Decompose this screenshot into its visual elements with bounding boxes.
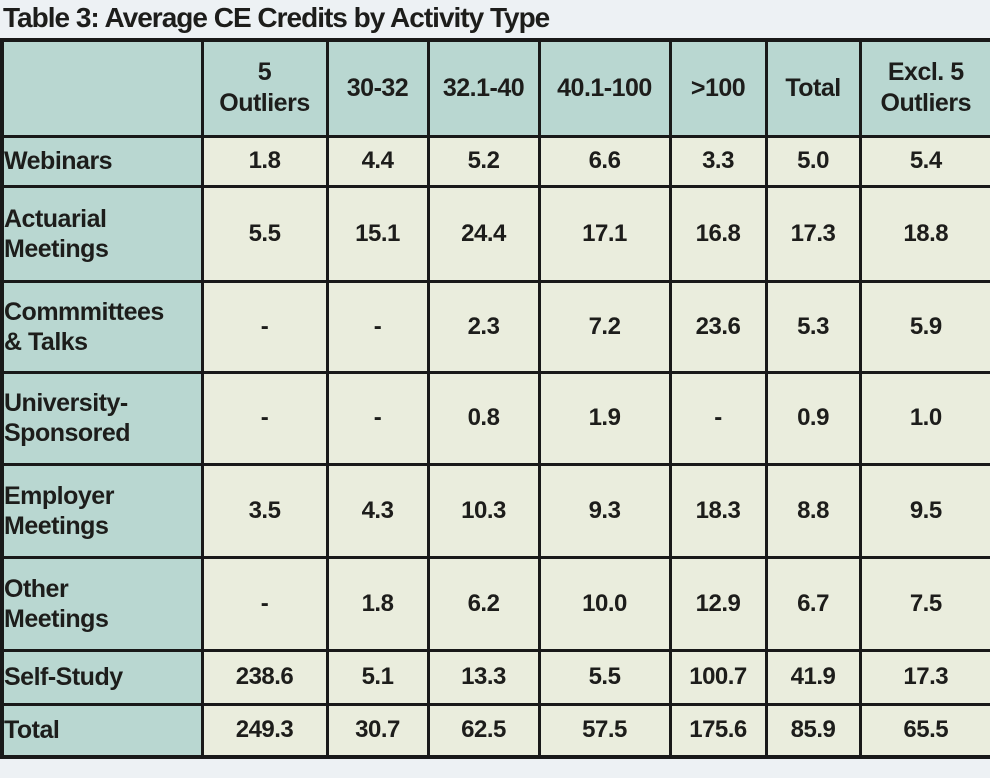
data-cell: 249.3 — [200, 702, 329, 759]
data-cell: 175.6 — [668, 702, 768, 759]
data-cell: 5.2 — [426, 134, 541, 188]
data-cell: 2.3 — [426, 279, 541, 374]
data-cell: 15.1 — [325, 184, 430, 283]
data-cell: 5.4 — [858, 134, 990, 188]
data-cell: 17.3 — [858, 648, 990, 706]
data-cell: - — [200, 279, 329, 374]
table-row-other-meetings: Other Meetings - 1.8 6.2 10.0 12.9 6.7 7… — [0, 555, 990, 652]
data-cell: 65.5 — [858, 702, 990, 759]
table-row-university-sponsored: University- Sponsored - - 0.8 1.9 - 0.9 … — [0, 370, 990, 466]
data-cell: 10.3 — [426, 462, 541, 559]
data-cell: 18.8 — [858, 184, 990, 283]
data-cell: 16.8 — [668, 184, 768, 283]
table-title: Table 3: Average CE Credits by Activity … — [3, 2, 550, 33]
data-cell: 17.1 — [537, 184, 672, 283]
data-cell: 7.5 — [858, 555, 990, 652]
data-cell: - — [200, 370, 329, 466]
header-cell-5-outliers: 5 Outliers — [200, 38, 329, 138]
data-cell: 1.8 — [325, 555, 430, 652]
data-cell: 3.3 — [668, 134, 768, 188]
data-cell: 18.3 — [668, 462, 768, 559]
row-label-cell: University- Sponsored — [0, 370, 204, 466]
data-cell: 41.9 — [764, 648, 862, 706]
ce-credits-table: 5 Outliers 30-32 32.1-40 40.1-100 >100 T… — [0, 38, 990, 759]
data-cell: 0.9 — [764, 370, 862, 466]
data-cell: 8.8 — [764, 462, 862, 559]
row-label-cell: Self-Study — [0, 648, 204, 706]
data-cell: 3.5 — [200, 462, 329, 559]
header-cell-excl-5-outliers: Excl. 5 Outliers — [858, 38, 990, 138]
data-cell: 30.7 — [325, 702, 430, 759]
data-cell: 13.3 — [426, 648, 541, 706]
header-cell-30-32: 30-32 — [325, 38, 430, 138]
data-cell: 6.7 — [764, 555, 862, 652]
data-cell: 1.0 — [858, 370, 990, 466]
data-cell: - — [200, 555, 329, 652]
data-cell: 1.8 — [200, 134, 329, 188]
data-cell: 9.5 — [858, 462, 990, 559]
data-cell: 10.0 — [537, 555, 672, 652]
row-label-cell: Webinars — [0, 134, 204, 188]
table-row-self-study: Self-Study 238.6 5.1 13.3 5.5 100.7 41.9… — [0, 648, 990, 706]
header-cell-total: Total — [764, 38, 862, 138]
data-cell: 7.2 — [537, 279, 672, 374]
data-cell: 62.5 — [426, 702, 541, 759]
row-label-cell: Total — [0, 702, 204, 759]
data-cell: 17.3 — [764, 184, 862, 283]
data-cell: 85.9 — [764, 702, 862, 759]
data-cell: 24.4 — [426, 184, 541, 283]
data-cell: 5.0 — [764, 134, 862, 188]
data-cell: 5.1 — [325, 648, 430, 706]
data-cell: - — [325, 279, 430, 374]
data-cell: 1.9 — [537, 370, 672, 466]
header-row: 5 Outliers 30-32 32.1-40 40.1-100 >100 T… — [0, 38, 990, 138]
row-label-cell: Commmittees & Talks — [0, 279, 204, 374]
table-row-total: Total 249.3 30.7 62.5 57.5 175.6 85.9 65… — [0, 702, 990, 759]
row-label-cell: Employer Meetings — [0, 462, 204, 559]
data-cell: 5.5 — [200, 184, 329, 283]
row-label-cell: Other Meetings — [0, 555, 204, 652]
data-cell: - — [325, 370, 430, 466]
table-row-webinars: Webinars 1.8 4.4 5.2 6.6 3.3 5.0 5.4 — [0, 134, 990, 188]
data-cell: - — [668, 370, 768, 466]
data-cell: 4.4 — [325, 134, 430, 188]
data-cell: 9.3 — [537, 462, 672, 559]
data-cell: 12.9 — [668, 555, 768, 652]
data-cell: 100.7 — [668, 648, 768, 706]
row-label-cell: Actuarial Meetings — [0, 184, 204, 283]
data-cell: 5.3 — [764, 279, 862, 374]
data-cell: 6.6 — [537, 134, 672, 188]
data-cell: 6.2 — [426, 555, 541, 652]
table-row-actuarial-meetings: Actuarial Meetings 5.5 15.1 24.4 17.1 16… — [0, 184, 990, 283]
table-row-employer-meetings: Employer Meetings 3.5 4.3 10.3 9.3 18.3 … — [0, 462, 990, 559]
data-cell: 57.5 — [537, 702, 672, 759]
header-cell-40-1-100: 40.1-100 — [537, 38, 672, 138]
data-cell: 238.6 — [200, 648, 329, 706]
header-cell-32-1-40: 32.1-40 — [426, 38, 541, 138]
data-cell: 23.6 — [668, 279, 768, 374]
data-cell: 5.5 — [537, 648, 672, 706]
data-cell: 4.3 — [325, 462, 430, 559]
header-cell-gt-100: >100 — [668, 38, 768, 138]
table-row-committees-talks: Commmittees & Talks - - 2.3 7.2 23.6 5.3… — [0, 279, 990, 374]
data-cell: 0.8 — [426, 370, 541, 466]
corner-cell — [0, 38, 204, 138]
data-cell: 5.9 — [858, 279, 990, 374]
